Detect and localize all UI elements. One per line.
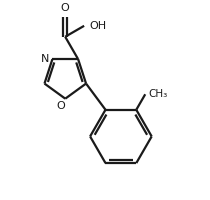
Text: O: O (56, 101, 65, 111)
Text: OH: OH (89, 21, 106, 31)
Text: CH₃: CH₃ (148, 89, 167, 99)
Text: O: O (61, 3, 70, 13)
Text: N: N (41, 54, 49, 64)
